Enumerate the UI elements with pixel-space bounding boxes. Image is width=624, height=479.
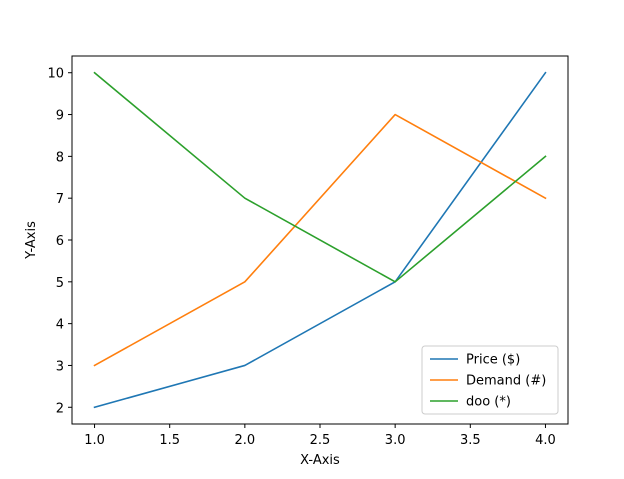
legend-box (421, 345, 559, 415)
y-tick-label: 9 (56, 109, 64, 124)
x-tick-label: 1.0 (84, 433, 105, 448)
legend: Price ($) Demand (#) doo (*) (421, 345, 559, 415)
x-tick-label: 2.5 (310, 433, 331, 448)
series-line-2 (93, 113, 547, 367)
y-axis-ticks: 2 3 4 5 6 7 8 9 10 (47, 67, 72, 416)
y-tick-label: 2 (56, 401, 64, 416)
x-tick-label: 3.0 (385, 433, 406, 448)
x-tick-label: 4.0 (535, 433, 556, 448)
y-tick-label: 8 (56, 150, 64, 165)
series-line-1 (93, 71, 547, 409)
x-tick-label: 3.5 (460, 433, 481, 448)
x-tick-label: 2.0 (235, 433, 256, 448)
y-tick-label: 7 (56, 192, 64, 207)
y-tick-label: 4 (56, 318, 64, 333)
legend-label-3: doo (*) (466, 395, 511, 410)
series-line-3 (93, 71, 547, 283)
y-tick-label: 3 (56, 359, 64, 374)
legend-label-1: Price ($) (466, 353, 520, 368)
x-axis-ticks: 1.0 1.5 2.0 2.5 3.0 3.5 4.0 (84, 424, 556, 448)
series-layer (93, 71, 547, 409)
x-axis-title: X-Axis (300, 453, 340, 468)
y-tick-label: 6 (56, 234, 64, 249)
y-axis-title: Y-Axis (24, 221, 39, 260)
x-tick-label: 1.5 (159, 433, 180, 448)
y-tick-label: 5 (56, 276, 64, 291)
y-tick-label: 10 (47, 67, 64, 82)
legend-label-2: Demand (#) (466, 374, 546, 389)
